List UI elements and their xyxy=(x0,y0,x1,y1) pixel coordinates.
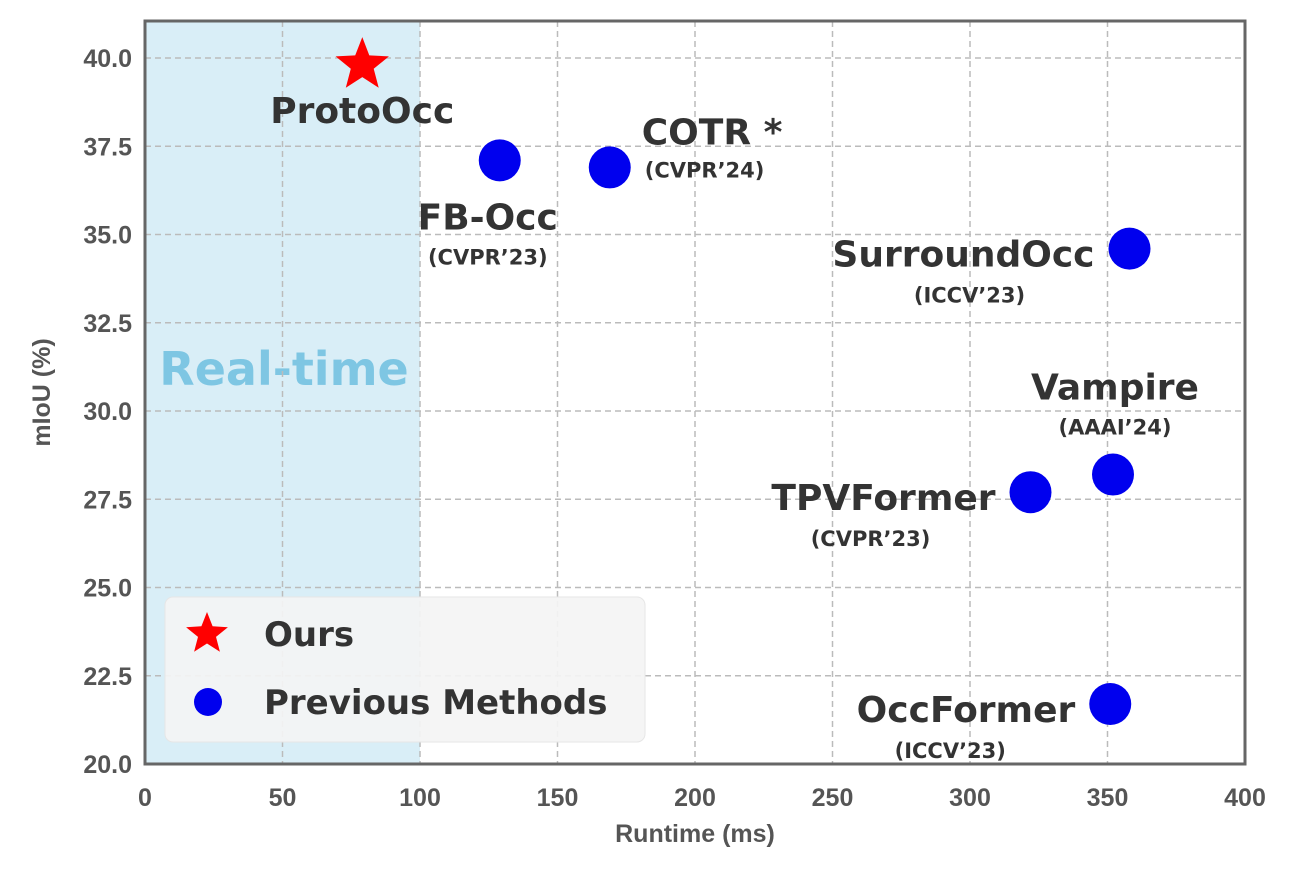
point-fb-occ xyxy=(478,139,521,182)
y-tick-label: 25.0 xyxy=(83,575,132,603)
legend-circle-icon xyxy=(194,688,222,716)
y-tick-label: 27.5 xyxy=(83,486,132,514)
point-venue-occformer: (ICCV’23) xyxy=(895,739,1006,763)
x-tick-label: 50 xyxy=(269,784,297,812)
x-tick-label: 250 xyxy=(812,784,854,812)
point-label-cotr: COTR * xyxy=(642,112,783,153)
x-tick-label: 150 xyxy=(537,784,579,812)
plot-frame xyxy=(143,19,1247,766)
point-label-fb-occ: FB-Occ xyxy=(418,197,558,238)
x-tick-label: 0 xyxy=(138,784,152,812)
y-tick-label: 22.5 xyxy=(83,663,132,691)
point-label-surroundocc: SurroundOcc xyxy=(832,235,1094,276)
point-venue-vampire: (AAAI’24) xyxy=(1059,416,1172,440)
x-axis-label: Runtime (ms) xyxy=(615,820,775,848)
y-tick-label: 20.0 xyxy=(83,751,132,779)
y-tick-label: 37.5 xyxy=(83,133,132,161)
legend-label: Ours xyxy=(264,615,354,655)
legend-star-icon xyxy=(186,612,228,652)
y-tick-label: 30.0 xyxy=(83,398,132,426)
y-axis-label: mIoU (%) xyxy=(28,338,56,446)
x-tick-label: 100 xyxy=(399,784,441,812)
point-venue-surroundocc: (ICCV’23) xyxy=(914,284,1025,308)
realtime-region-label: Real-time xyxy=(159,342,408,396)
point-venue-fb-occ: (CVPR’23) xyxy=(428,245,548,269)
point-cotr xyxy=(588,146,631,189)
point-label-tpvformer: TPVFormer xyxy=(771,478,995,519)
point-venue-tpvformer: (CVPR’23) xyxy=(811,527,931,551)
point-label-vampire: Vampire xyxy=(1031,368,1199,409)
point-tpvformer xyxy=(1009,471,1052,514)
y-tick-label: 40.0 xyxy=(83,45,132,73)
point-occformer xyxy=(1089,682,1132,725)
point-label-protoocc: ProtoOcc xyxy=(270,91,454,132)
legend-label: Previous Methods xyxy=(264,683,608,723)
point-venue-cotr: (CVPR’24) xyxy=(645,158,765,182)
x-tick-label: 300 xyxy=(949,784,991,812)
x-tick-label: 350 xyxy=(1087,784,1129,812)
y-tick-label: 35.0 xyxy=(83,222,132,250)
point-label-occformer: OccFormer xyxy=(857,690,1076,731)
point-vampire xyxy=(1092,453,1134,496)
legend-box xyxy=(164,596,646,743)
x-tick-label: 400 xyxy=(1224,784,1266,812)
x-tick-label: 200 xyxy=(674,784,716,812)
point-protoocc-star xyxy=(335,37,389,88)
y-tick-label: 32.5 xyxy=(83,310,132,338)
point-surroundocc xyxy=(1108,227,1151,270)
